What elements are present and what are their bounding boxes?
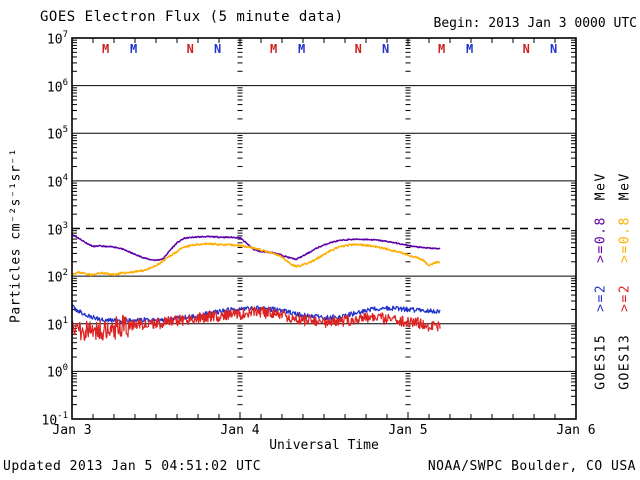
y-tick-label: 106 [46,77,68,95]
legend-entry: MeV [593,172,609,201]
updated-timestamp: Updated 2013 Jan 5 04:51:02 UTC [3,459,262,474]
day-marker-midnight: M [270,42,277,56]
legend-column-goes13: GOES13 >=2 >=0.8 MeV [618,172,633,390]
curve-goes13-ge2mev [71,306,441,341]
day-marker-midnight: M [438,42,445,56]
x-tick-label: Jan 4 [220,423,260,438]
legend-entry: GOES15 [593,333,609,390]
x-tick-label: Jan 3 [52,423,92,438]
day-marker-noon: N [382,42,389,56]
y-tick-label: 107 [46,30,68,48]
y-tick-label: 102 [46,268,68,286]
legend-entry: MeV [617,172,633,201]
y-tick-label: 105 [46,125,68,143]
x-tick-label: Jan 6 [556,423,596,438]
x-tick-label: Jan 5 [388,423,428,438]
curve-goes13-ge0p8mev [71,242,441,277]
begin-time-label: Begin: 2013 Jan 3 0000 UTC [433,16,638,31]
day-marker-midnight: M [102,42,109,56]
day-marker-noon: N [550,42,557,56]
y-tick-label: 100 [46,363,68,381]
legend-entry: >=0.8 [593,216,609,263]
day-marker-midnight: M [130,42,137,56]
day-marker-noon: N [187,42,194,56]
source-label: NOAA/SWPC Boulder, CO USA [427,459,636,474]
legend-entry: >=2 [593,283,609,312]
x-axis-label: Universal Time [269,438,379,453]
day-marker-noon: N [355,42,362,56]
day-marker-midnight: M [466,42,473,56]
legend-entry: GOES13 [617,333,633,390]
y-tick-label: 104 [46,172,68,191]
legend-entry: >=2 [617,283,633,312]
day-marker-midnight: M [298,42,305,56]
legend-entry: >=0.8 [617,216,633,263]
y-axis-label: Particles cm⁻²s⁻¹sr⁻¹ [8,148,24,323]
day-marker-noon: N [214,42,221,56]
page-title: GOES Electron Flux (5 minute data) [40,9,344,25]
y-tick-label: 101 [46,315,68,334]
curve-goes15-ge0p8mev [71,234,441,262]
day-marker-noon: N [523,42,530,56]
legend-column-goes15: GOES15 >=2 >=0.8 MeV [594,172,609,390]
y-tick-label: 103 [46,220,68,238]
y-tick-label: 10-1 [41,411,69,429]
plot-frame [71,37,577,420]
